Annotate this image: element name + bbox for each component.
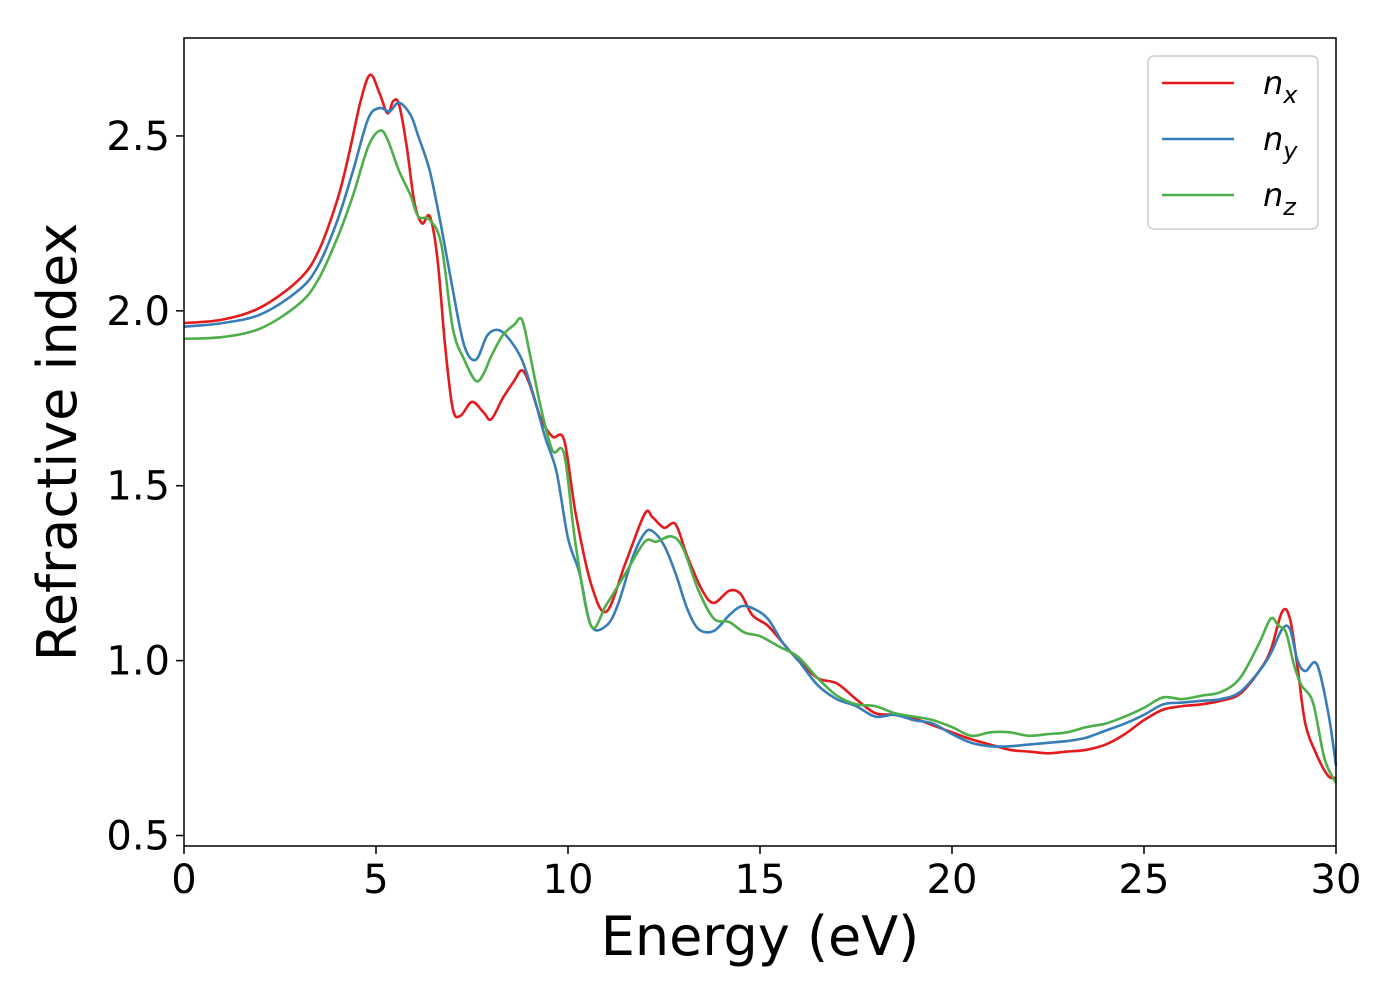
x-tick-label: 0	[171, 857, 196, 903]
y-axis: 0.5 1.0 1.5 2.0 2.5	[106, 114, 184, 860]
y-tick-label: 1.5	[106, 464, 170, 510]
legend-label-ny: ny	[1263, 120, 1298, 165]
y-tick-label: 2.5	[106, 114, 170, 160]
plot-background	[184, 38, 1336, 846]
series-line-nz	[183, 129, 1338, 784]
x-tick-label: 10	[543, 857, 594, 903]
x-tick-label: 15	[735, 857, 786, 903]
x-tick-label: 25	[1119, 857, 1170, 903]
x-axis-title: Energy (eV)	[601, 905, 920, 968]
plot-area	[184, 38, 1336, 846]
x-tick-label: 5	[363, 857, 388, 903]
legend-label-nx: nx	[1263, 64, 1298, 109]
legend: nx ny nz	[1147, 55, 1319, 230]
series-layer	[183, 73, 1338, 784]
series-line-ny	[183, 101, 1338, 766]
y-tick-label: 1.0	[106, 639, 170, 685]
y-tick-label: 2.0	[106, 289, 170, 335]
y-tick-label: 0.5	[106, 814, 170, 860]
x-axis: 0 5 10 15 20 25 30	[171, 846, 1361, 903]
x-tick-label: 30	[1311, 857, 1362, 903]
legend-box	[1147, 55, 1319, 230]
y-axis-title: Refractive index	[26, 223, 89, 662]
legend-label-nz: nz	[1263, 176, 1297, 221]
x-tick-label: 20	[927, 857, 978, 903]
